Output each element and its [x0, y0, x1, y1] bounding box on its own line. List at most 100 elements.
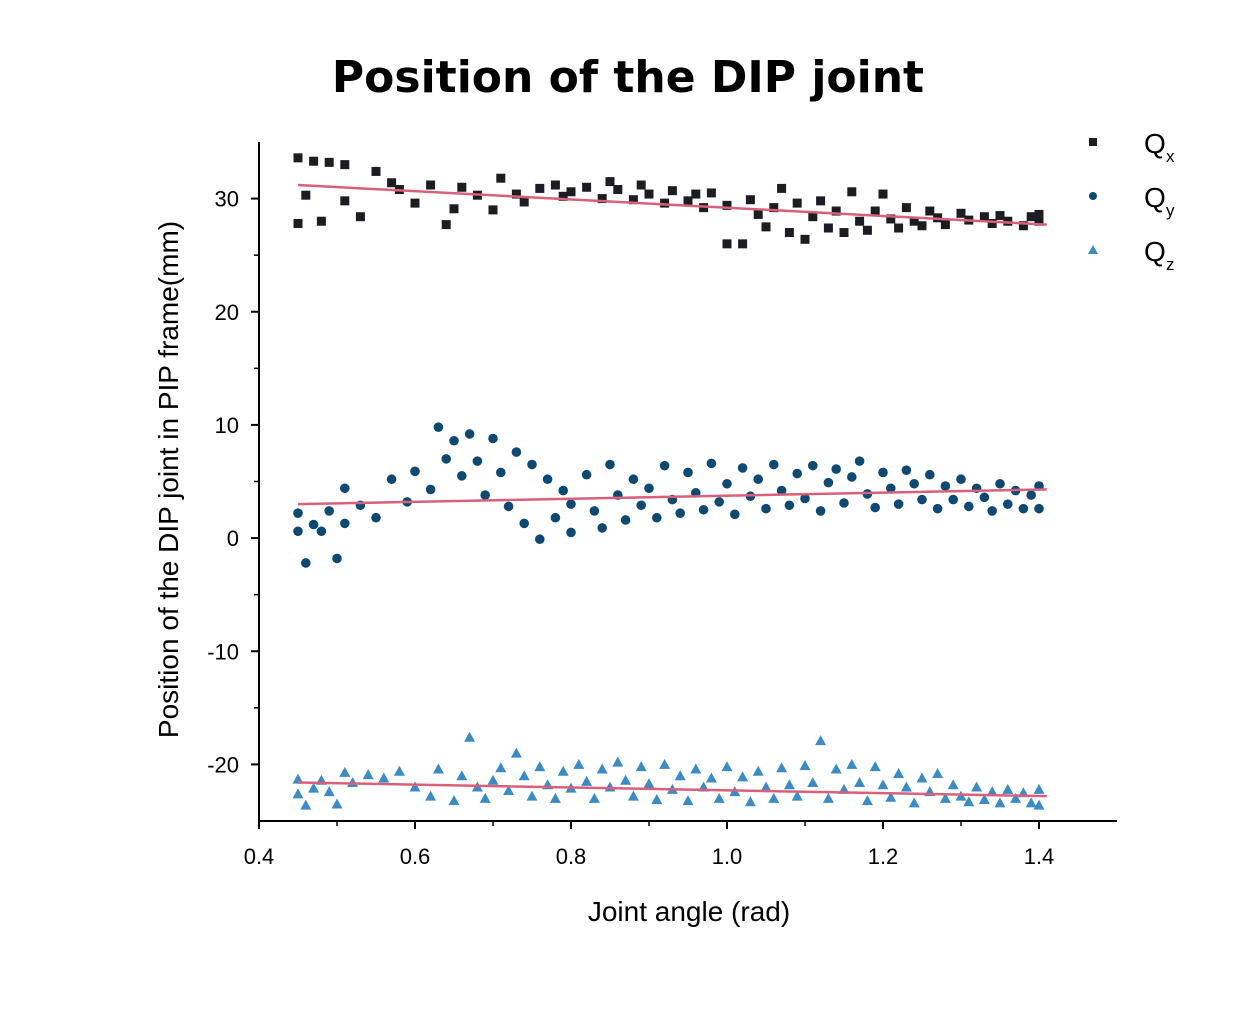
data-point-series-x	[316, 216, 326, 226]
data-point-series-z	[487, 774, 499, 785]
legend-label-z: Q	[1144, 236, 1166, 267]
data-point-series-z	[1033, 799, 1045, 810]
data-point-series-y	[535, 534, 545, 545]
data-point-series-y	[901, 465, 912, 475]
data-point-series-y	[839, 498, 849, 508]
axes-group: 0.4 0.6 0.8 1.0 1.2 1.4 -20 -10 0 10 20 30	[207, 142, 1117, 869]
data-point-series-x	[660, 198, 670, 208]
data-point-series-z	[339, 766, 351, 777]
data-point-series-z	[768, 792, 780, 803]
data-point-series-x	[1026, 212, 1036, 222]
data-point-series-z	[971, 781, 983, 792]
data-point-series-z	[986, 786, 998, 797]
data-point-series-x	[722, 200, 732, 210]
data-point-series-x	[426, 180, 436, 190]
data-point-series-y	[652, 512, 662, 523]
data-point-series-z	[791, 790, 803, 801]
data-point-series-z	[573, 758, 585, 769]
data-point-series-z	[861, 795, 873, 806]
data-point-series-y	[511, 447, 522, 457]
data-point-series-y	[893, 499, 904, 509]
data-point-series-z	[744, 796, 756, 807]
y-tick-label: 30	[215, 187, 239, 212]
data-point-series-y	[776, 485, 787, 496]
data-point-series-x	[987, 218, 997, 228]
data-point-series-x	[761, 222, 771, 232]
data-point-series-y	[449, 435, 459, 446]
data-point-series-y	[433, 422, 444, 432]
data-point-series-x	[309, 156, 319, 166]
data-point-series-z	[1033, 783, 1045, 794]
data-point-series-z	[495, 762, 507, 773]
data-point-series-y	[371, 512, 381, 523]
data-point-series-z	[557, 765, 569, 776]
data-point-series-y	[886, 483, 896, 494]
data-point-series-x	[605, 177, 615, 187]
data-point-series-x	[511, 189, 521, 199]
data-point-series-z	[776, 762, 788, 773]
data-point-series-y	[917, 494, 927, 505]
data-point-series-x	[449, 204, 459, 214]
data-point-series-z	[292, 788, 304, 799]
data-point-series-y	[293, 508, 303, 518]
data-point-series-y	[878, 467, 888, 478]
data-point-series-z	[464, 731, 476, 742]
data-point-series-y	[964, 501, 974, 512]
data-point-series-z	[347, 777, 359, 788]
data-point-series-y	[722, 478, 732, 489]
data-points-group	[292, 153, 1045, 810]
data-point-series-y	[480, 490, 491, 500]
data-point-series-x	[738, 239, 748, 249]
data-point-series-x	[956, 208, 966, 218]
data-point-series-z	[659, 758, 671, 769]
data-point-series-y	[293, 526, 303, 537]
data-point-series-z	[534, 761, 546, 772]
data-point-series-x	[839, 228, 849, 238]
data-point-series-x	[644, 189, 654, 199]
data-point-series-z	[448, 795, 460, 806]
data-point-series-z	[409, 781, 421, 792]
data-point-series-y	[995, 478, 1005, 489]
chart-title: Position of the DIP joint	[331, 52, 925, 103]
data-point-series-x	[293, 153, 303, 163]
data-point-series-x	[870, 206, 880, 216]
data-point-series-x	[355, 212, 365, 222]
data-point-series-y	[332, 553, 342, 564]
data-point-series-x	[847, 187, 857, 197]
data-point-series-x	[1018, 221, 1028, 231]
data-point-series-y	[308, 519, 319, 530]
x-tick-label: 0.6	[400, 844, 431, 869]
data-point-series-y	[932, 503, 943, 514]
data-point-series-y	[675, 508, 685, 518]
data-point-series-z	[721, 761, 733, 772]
data-point-series-y	[542, 474, 553, 485]
x-tick-label: 0.4	[244, 844, 275, 869]
data-point-series-x	[792, 198, 802, 208]
data-point-series-y	[706, 458, 717, 469]
data-point-series-x	[940, 220, 950, 230]
data-point-series-z	[994, 797, 1006, 808]
data-point-series-y	[815, 506, 826, 516]
data-point-series-x	[691, 189, 701, 199]
data-point-series-y	[488, 433, 498, 444]
data-point-series-z	[425, 790, 437, 801]
data-point-series-z	[331, 798, 343, 809]
data-point-series-z	[526, 790, 538, 801]
data-point-series-y	[324, 506, 335, 516]
data-point-series-x	[293, 218, 303, 228]
data-point-series-y	[940, 481, 951, 491]
data-point-series-y	[636, 500, 646, 511]
data-point-series-y	[597, 523, 607, 533]
data-point-series-y	[925, 469, 935, 480]
data-point-series-z	[604, 781, 616, 792]
data-point-series-y	[737, 463, 748, 473]
data-point-series-x	[1034, 216, 1044, 226]
data-point-series-z	[292, 773, 304, 784]
data-point-series-x	[324, 157, 334, 167]
data-point-series-x	[706, 188, 716, 198]
data-point-series-z	[300, 799, 312, 810]
data-point-series-y	[472, 456, 483, 466]
data-point-series-z	[510, 747, 522, 758]
data-point-series-x	[597, 194, 607, 204]
data-point-series-y	[441, 454, 452, 464]
